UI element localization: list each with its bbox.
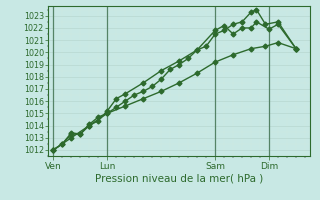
X-axis label: Pression niveau de la mer( hPa ): Pression niveau de la mer( hPa )	[95, 173, 263, 183]
